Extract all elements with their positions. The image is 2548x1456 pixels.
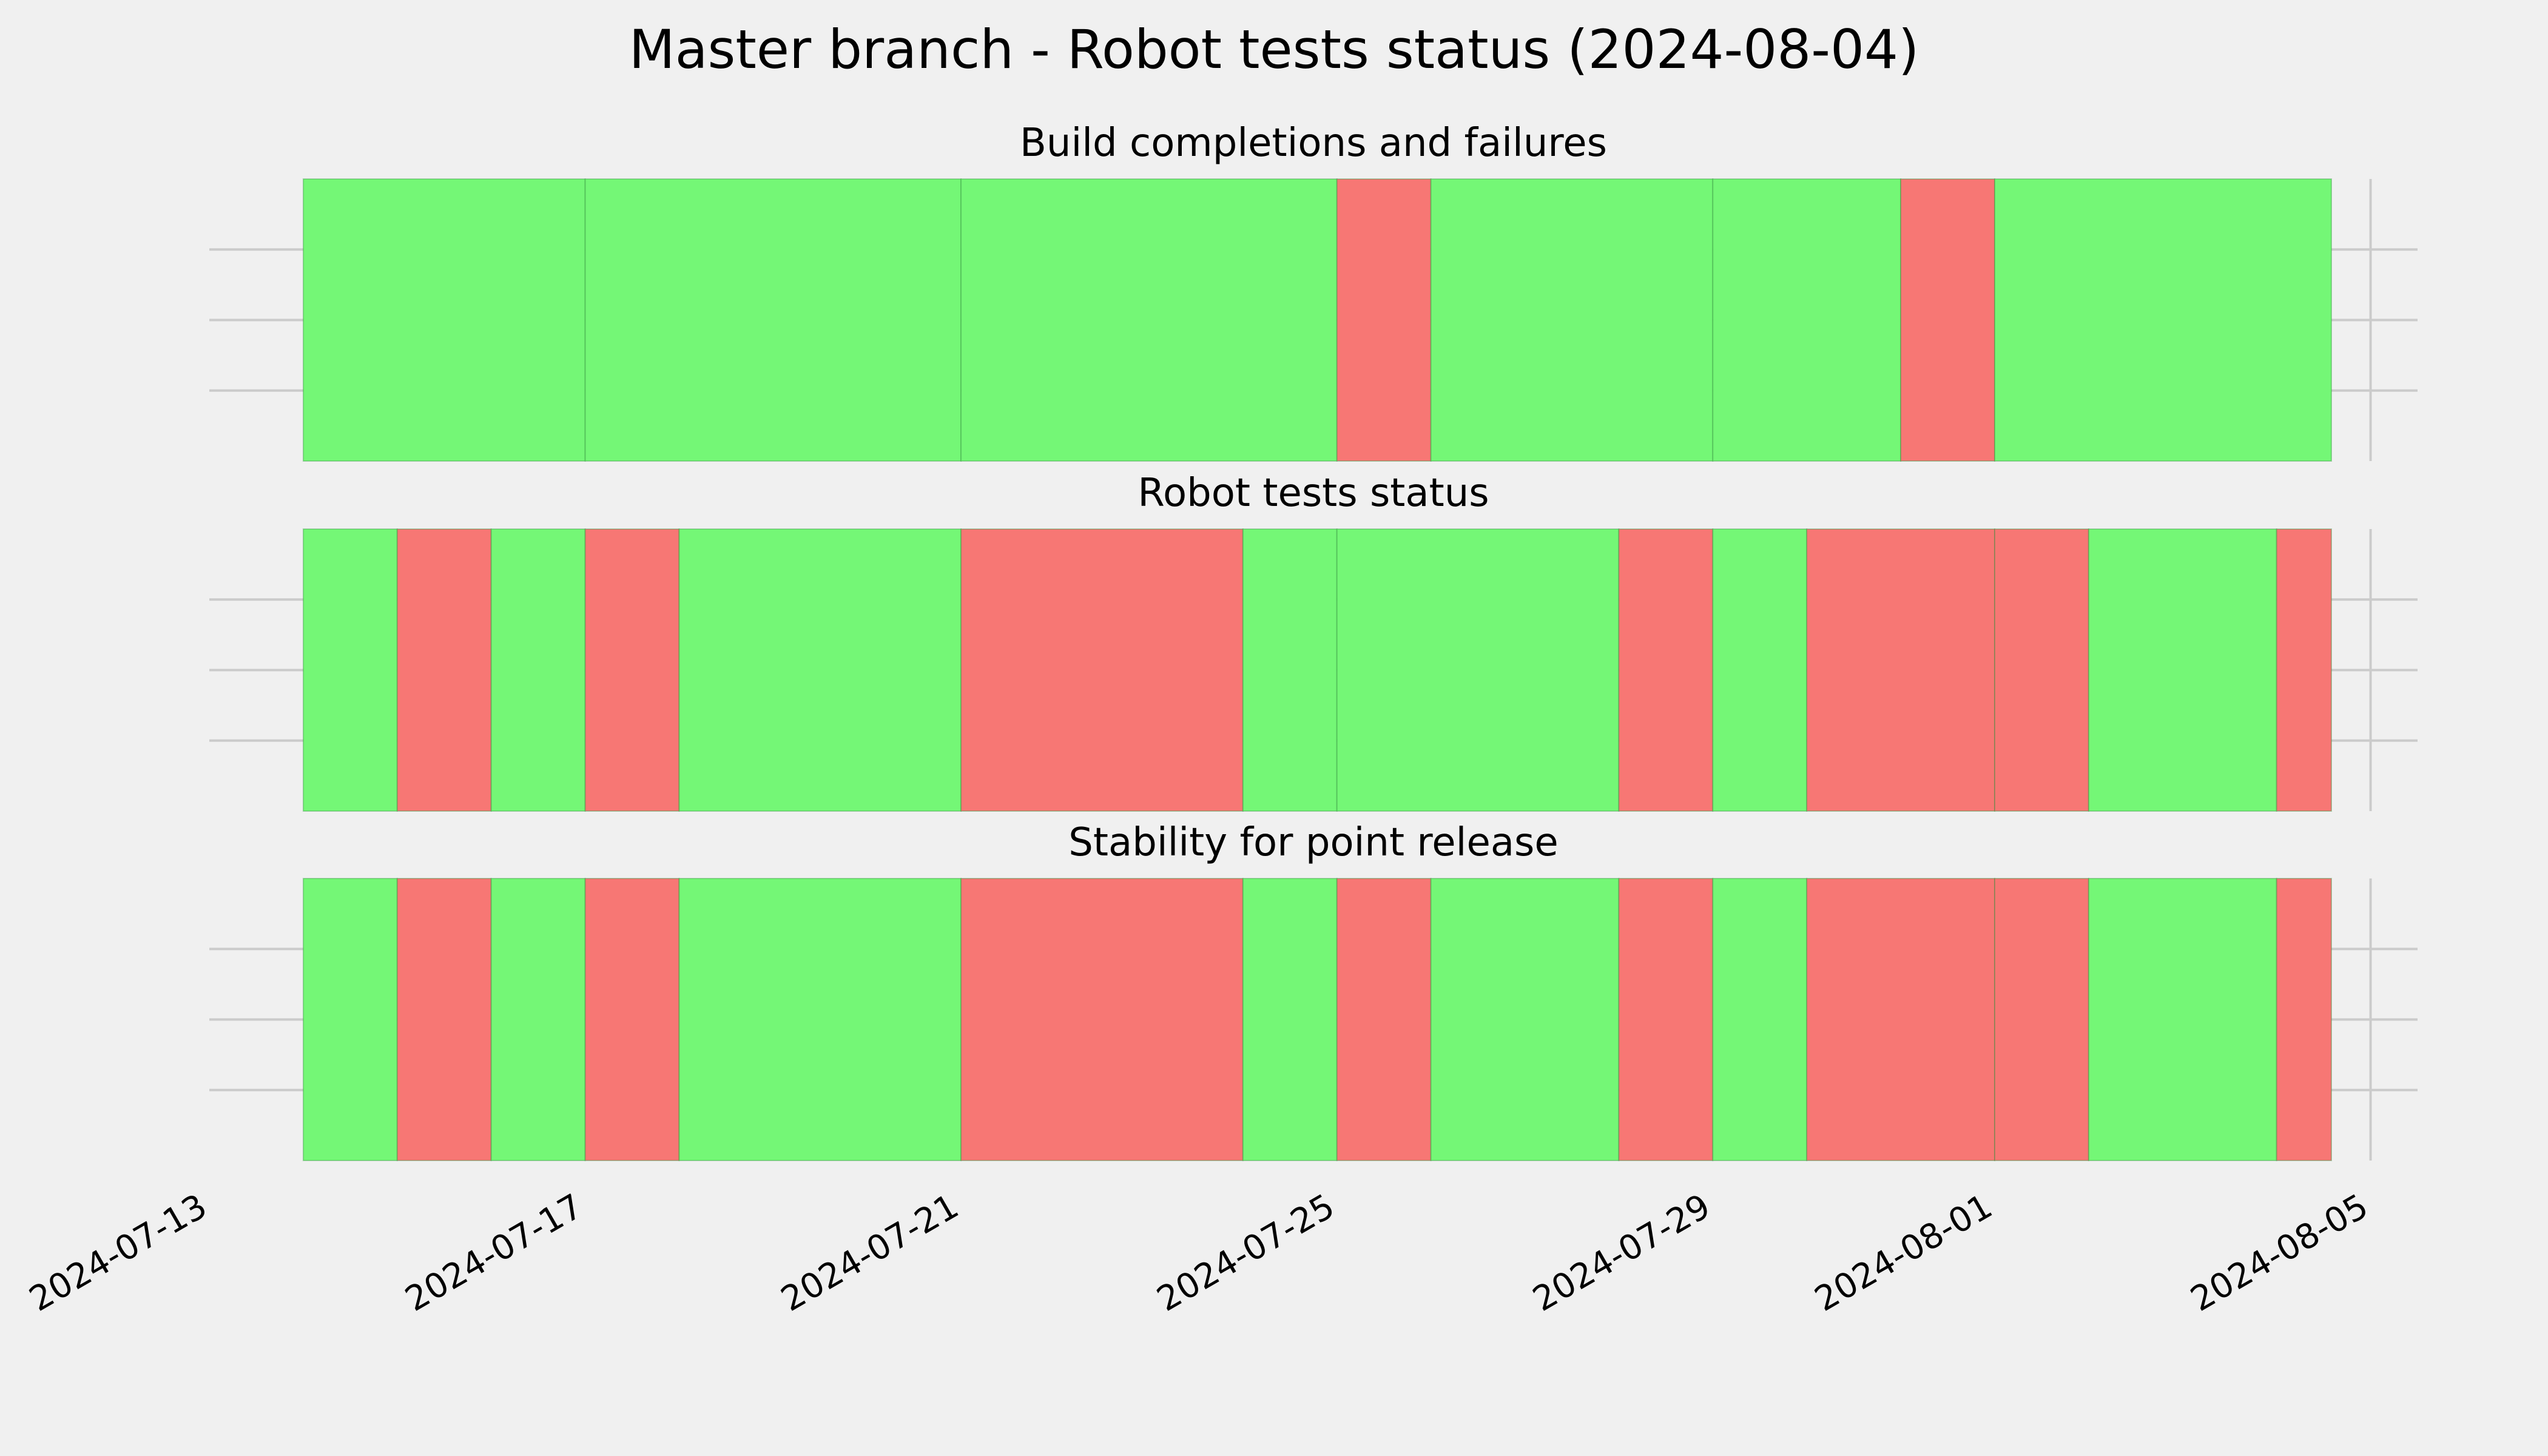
panel-title: Stability for point release — [1068, 820, 1559, 865]
pass-segment — [678, 528, 962, 812]
panel-2: Robot tests status — [209, 471, 2418, 812]
fail-segment — [1806, 878, 1995, 1161]
fail-segment — [960, 878, 1244, 1161]
pass-segment — [302, 178, 586, 462]
fail-segment — [584, 878, 680, 1161]
pass-segment — [678, 878, 962, 1161]
fail-segment — [1618, 528, 1714, 812]
panel-1: Build completions and failures — [209, 121, 2418, 462]
fail-segment — [1336, 178, 1432, 462]
fail-segment — [1900, 178, 1995, 462]
fail-segment — [1806, 528, 1995, 812]
panel-3: Stability for point release — [209, 820, 2418, 1161]
fail-segment — [1994, 878, 2089, 1161]
pass-segment — [584, 178, 962, 462]
pass-segment — [1712, 178, 1902, 462]
pass-segment — [1336, 528, 1620, 812]
panel-title: Build completions and failures — [1020, 121, 1607, 166]
pass-segment — [1994, 178, 2333, 462]
timeline-panels: Build completions and failures Robot test… — [209, 121, 2418, 1161]
pass-segment — [1712, 878, 1808, 1161]
pass-segment — [2088, 878, 2277, 1161]
fail-segment — [396, 878, 492, 1161]
pass-segment — [1430, 878, 1620, 1161]
fail-segment — [960, 528, 1244, 812]
chart-title: Master branch - Robot tests status (2024… — [629, 18, 1919, 81]
fail-segment — [2276, 878, 2333, 1161]
fail-segment — [1994, 528, 2089, 812]
fail-segment — [1336, 878, 1432, 1161]
pass-segment — [490, 528, 586, 812]
fail-segment — [584, 528, 680, 812]
pass-segment — [302, 878, 398, 1161]
pass-segment — [960, 178, 1338, 462]
pass-segment — [490, 878, 586, 1161]
pass-segment — [1712, 528, 1808, 812]
pass-segment — [1242, 528, 1338, 812]
panel-title: Robot tests status — [1138, 471, 1489, 516]
pass-segment — [2088, 528, 2277, 812]
pass-segment — [1430, 178, 1714, 462]
pass-segment — [302, 528, 398, 812]
fail-segment — [1618, 878, 1714, 1161]
fail-segment — [396, 528, 492, 812]
fail-segment — [2276, 528, 2333, 812]
pass-segment — [1242, 878, 1338, 1161]
